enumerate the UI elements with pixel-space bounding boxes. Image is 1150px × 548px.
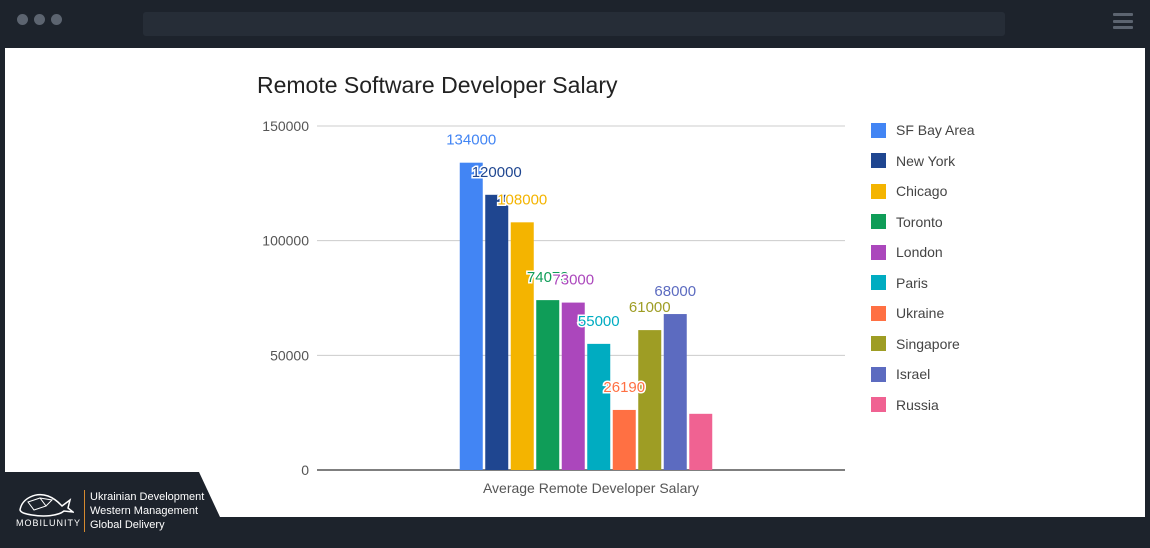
legend-label: London (896, 244, 943, 261)
legend-swatch (871, 244, 886, 260)
data-label: 26190 (603, 379, 645, 396)
legend-label: Ukraine (896, 305, 945, 322)
legend-swatch (871, 366, 886, 382)
legend-swatch (871, 275, 886, 291)
x-category-label: Average Remote Developer Salary (483, 480, 699, 496)
y-tick-label: 0 (301, 462, 309, 478)
tagline: Western Management (90, 505, 199, 517)
chart-legend: SF Bay Area New York Chicago Toronto London P… (871, 115, 975, 420)
bar[interactable] (536, 300, 560, 470)
tagline: Global Delivery (90, 519, 165, 531)
legend-swatch (871, 336, 886, 352)
window-dot-icon[interactable] (51, 14, 62, 25)
legend-label: Toronto (896, 213, 943, 230)
legend-item[interactable]: London (871, 237, 975, 268)
page-content: Remote Software Developer Salary 0 50000 1… (5, 48, 1145, 517)
legend-swatch (871, 305, 886, 321)
bar[interactable] (612, 409, 636, 470)
browser-toolbar (0, 0, 1150, 48)
hamburger-menu-icon[interactable] (1113, 13, 1133, 29)
legend-label: Chicago (896, 183, 948, 200)
window-dot-icon[interactable] (34, 14, 45, 25)
data-label: 108000 (497, 191, 547, 208)
data-label: 61000 (629, 299, 671, 316)
bar-chart: 0 50000 100000 150000 134000 120000 108000 7407… (262, 118, 845, 496)
legend-item[interactable]: Russia (871, 390, 975, 421)
bar[interactable] (459, 162, 483, 470)
data-label: 120000 (472, 164, 522, 181)
bar[interactable] (663, 314, 687, 470)
legend-item[interactable]: Israel (871, 359, 975, 390)
legend-label: Singapore (896, 335, 960, 352)
data-label: 134000 (446, 132, 496, 149)
bar[interactable] (587, 343, 611, 470)
legend-item[interactable]: New York (871, 146, 975, 177)
legend-label: Israel (896, 366, 931, 383)
badge-taglines: Ukrainian Development Western Management… (84, 490, 204, 532)
y-tick-label: 50000 (270, 347, 309, 363)
legend-swatch (871, 153, 886, 169)
legend-item[interactable]: SF Bay Area (871, 115, 975, 146)
tagline: Ukrainian Development (90, 491, 205, 503)
chart-title: Remote Software Developer Salary (257, 72, 618, 98)
legend-label: New York (896, 152, 956, 169)
y-tick-label: 100000 (262, 233, 309, 249)
data-label: 55000 (578, 313, 620, 330)
legend-item[interactable]: Paris (871, 268, 975, 299)
address-bar[interactable] (143, 12, 1005, 36)
data-label: 73000 (552, 272, 594, 289)
legend-swatch (871, 214, 886, 230)
bar[interactable] (561, 302, 585, 470)
bar[interactable] (689, 413, 713, 470)
legend-item[interactable]: Chicago (871, 176, 975, 207)
legend-label: SF Bay Area (896, 122, 975, 139)
window-dot-icon[interactable] (17, 14, 28, 25)
legend-label: Paris (896, 274, 928, 291)
bar[interactable] (485, 194, 509, 471)
legend-item[interactable]: Singapore (871, 329, 975, 360)
legend-swatch (871, 397, 886, 413)
legend-swatch (871, 183, 886, 199)
mobilunity-badge (0, 472, 220, 548)
legend-item[interactable]: Toronto (871, 207, 975, 238)
legend-swatch (871, 122, 886, 138)
data-label: 68000 (654, 283, 696, 300)
legend-label: Russia (896, 396, 939, 413)
whale-icon (19, 494, 74, 517)
y-tick-label: 150000 (262, 118, 309, 134)
legend-item[interactable]: Ukraine (871, 298, 975, 329)
window-controls (17, 14, 62, 25)
logo-text: MOBILUNITY (16, 518, 82, 528)
bar[interactable] (510, 222, 534, 470)
data-label: 74073 (527, 269, 569, 286)
bar[interactable] (638, 330, 662, 470)
